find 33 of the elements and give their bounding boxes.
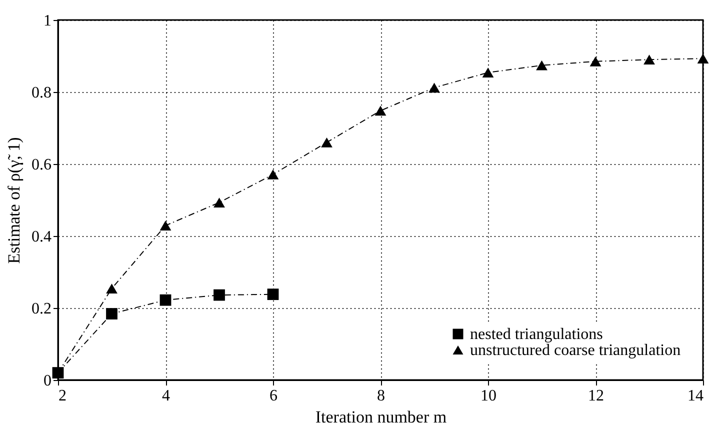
legend-label: nested triangulations: [470, 326, 603, 343]
x-tick-label: 14: [688, 388, 704, 404]
x-axis-title: Iteration number m: [315, 408, 447, 426]
y-axis-title: Estimate of ρ(γ̃, 1): [4, 137, 24, 264]
x-tick-label: 8: [377, 388, 385, 404]
x-tick-label: 12: [588, 388, 604, 404]
point: [267, 170, 279, 180]
point: [106, 308, 118, 320]
point: [214, 198, 225, 208]
point: [160, 220, 172, 230]
point: [644, 54, 655, 65]
point: [160, 294, 172, 306]
point: [428, 82, 440, 93]
point: [321, 137, 332, 148]
legend-label: unstructured coarse triangulation: [470, 342, 681, 359]
y-tick-label: 0: [44, 372, 52, 390]
y-tick-label: 0.6: [32, 156, 52, 174]
point: [697, 54, 709, 64]
point: [374, 106, 386, 116]
x-tick-label: 4: [162, 388, 170, 404]
point: [482, 68, 494, 78]
x-tick-label: 2: [58, 388, 66, 404]
point: [267, 288, 279, 300]
point: [536, 60, 548, 70]
x-tick-label: 10: [480, 388, 496, 404]
point: [106, 284, 118, 294]
point: [590, 56, 602, 66]
y-tick-label: 1: [44, 12, 52, 30]
y-tick-label: 0.2: [32, 300, 52, 318]
y-tick-label: 0.8: [32, 84, 52, 102]
y-tick-label: 0.4: [32, 228, 52, 246]
x-tick-label: 6: [270, 388, 278, 404]
point: [214, 289, 225, 301]
